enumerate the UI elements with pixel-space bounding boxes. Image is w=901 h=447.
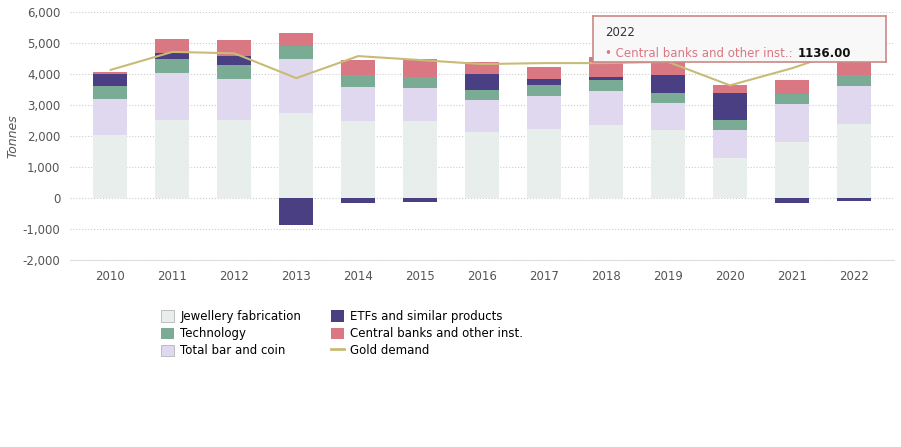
Bar bbox=[341, 198, 376, 203]
Bar bbox=[94, 99, 128, 135]
Bar bbox=[465, 132, 499, 198]
Bar bbox=[775, 104, 809, 142]
Bar bbox=[713, 85, 747, 93]
Bar bbox=[589, 77, 623, 80]
Legend: Jewellery fabrication, Technology, Total bar and coin, ETFs and similar products: Jewellery fabrication, Technology, Total… bbox=[157, 305, 527, 362]
Bar bbox=[589, 57, 623, 77]
Bar bbox=[775, 142, 809, 198]
Bar bbox=[217, 120, 251, 198]
Bar bbox=[713, 120, 747, 130]
Bar bbox=[155, 53, 189, 59]
Bar bbox=[465, 90, 499, 101]
Bar bbox=[837, 124, 871, 198]
Bar bbox=[527, 129, 561, 198]
Bar bbox=[589, 125, 623, 198]
Bar bbox=[713, 157, 747, 198]
Bar bbox=[403, 77, 437, 88]
Bar bbox=[775, 80, 809, 94]
Bar bbox=[651, 131, 685, 198]
Bar bbox=[837, 75, 871, 86]
Bar bbox=[155, 39, 189, 53]
Bar bbox=[341, 121, 376, 198]
Bar bbox=[775, 198, 809, 203]
Bar bbox=[403, 88, 437, 121]
Bar bbox=[651, 93, 685, 103]
Bar bbox=[837, 198, 871, 201]
Bar bbox=[279, 59, 314, 113]
Bar bbox=[527, 96, 561, 129]
Bar bbox=[465, 101, 499, 132]
Bar bbox=[279, 113, 314, 198]
Bar bbox=[589, 80, 623, 91]
Bar bbox=[527, 79, 561, 85]
Bar bbox=[217, 79, 251, 120]
Bar bbox=[713, 130, 747, 157]
Bar bbox=[403, 121, 437, 198]
Bar bbox=[217, 40, 251, 56]
Bar bbox=[651, 55, 685, 75]
Bar bbox=[279, 198, 314, 225]
Y-axis label: Tonnes: Tonnes bbox=[7, 114, 20, 158]
Bar bbox=[217, 56, 251, 65]
Bar bbox=[527, 85, 561, 96]
Bar bbox=[775, 94, 809, 104]
Bar bbox=[217, 65, 251, 79]
Bar bbox=[94, 72, 128, 74]
Bar bbox=[155, 120, 189, 198]
Bar bbox=[465, 74, 499, 90]
Bar bbox=[465, 62, 499, 74]
Bar bbox=[94, 74, 128, 86]
Bar bbox=[94, 86, 128, 99]
Bar bbox=[279, 46, 314, 59]
Bar bbox=[403, 59, 437, 77]
Bar bbox=[713, 93, 747, 120]
Bar bbox=[279, 33, 314, 46]
Bar bbox=[341, 60, 376, 75]
Bar bbox=[837, 40, 871, 75]
Bar bbox=[651, 75, 685, 93]
Bar bbox=[837, 86, 871, 124]
Bar bbox=[403, 198, 437, 202]
Bar bbox=[527, 67, 561, 79]
Bar bbox=[651, 103, 685, 131]
Bar bbox=[341, 75, 376, 87]
Bar bbox=[94, 135, 128, 198]
Bar bbox=[341, 87, 376, 121]
Bar bbox=[589, 91, 623, 125]
Bar bbox=[155, 73, 189, 120]
Bar bbox=[155, 59, 189, 73]
